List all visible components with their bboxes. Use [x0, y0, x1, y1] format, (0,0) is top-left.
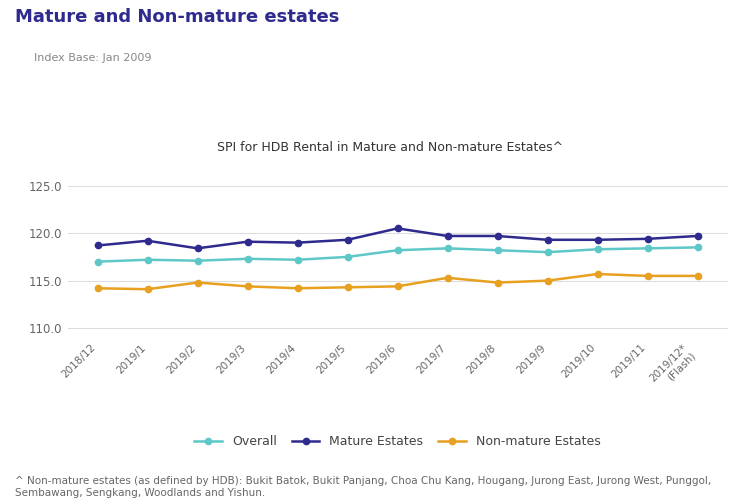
Overall — [293, 257, 302, 263]
Non-mature Estates — [543, 278, 552, 284]
Overall — [93, 259, 102, 265]
Line: Mature Estates: Mature Estates — [94, 225, 700, 251]
Line: Non-mature Estates: Non-mature Estates — [94, 271, 700, 292]
Text: SPI for HDB Rental in Mature and Non-mature Estates^: SPI for HDB Rental in Mature and Non-mat… — [217, 141, 563, 154]
Mature Estates — [93, 242, 102, 248]
Non-mature Estates — [243, 283, 252, 289]
Legend: Overall, Mature Estates, Non-mature Estates: Overall, Mature Estates, Non-mature Esta… — [190, 430, 605, 454]
Mature Estates — [343, 237, 352, 243]
Mature Estates — [293, 239, 302, 245]
Overall — [643, 245, 652, 251]
Mature Estates — [243, 239, 252, 245]
Non-mature Estates — [443, 275, 452, 281]
Non-mature Estates — [93, 285, 102, 291]
Overall — [693, 244, 702, 250]
Line: Overall: Overall — [94, 244, 700, 265]
Overall — [443, 245, 452, 251]
Non-mature Estates — [393, 283, 402, 289]
Non-mature Estates — [493, 280, 502, 286]
Non-mature Estates — [143, 286, 152, 292]
Mature Estates — [593, 237, 602, 243]
Overall — [343, 254, 352, 260]
Overall — [543, 249, 552, 255]
Mature Estates — [443, 233, 452, 239]
Non-mature Estates — [643, 273, 652, 279]
Overall — [193, 258, 202, 264]
Mature Estates — [493, 233, 502, 239]
Overall — [593, 246, 602, 253]
Overall — [493, 247, 502, 254]
Overall — [393, 247, 402, 254]
Mature Estates — [693, 233, 702, 239]
Non-mature Estates — [693, 273, 702, 279]
Text: Mature and Non-mature estates: Mature and Non-mature estates — [15, 8, 339, 26]
Text: Index Base: Jan 2009: Index Base: Jan 2009 — [34, 53, 152, 63]
Non-mature Estates — [293, 285, 302, 291]
Mature Estates — [543, 237, 552, 243]
Non-mature Estates — [193, 280, 202, 286]
Mature Estates — [643, 236, 652, 242]
Non-mature Estates — [343, 284, 352, 290]
Mature Estates — [193, 245, 202, 251]
Mature Estates — [143, 238, 152, 244]
Non-mature Estates — [593, 271, 602, 277]
Overall — [243, 256, 252, 262]
Text: ^ Non-mature estates (as defined by HDB): Bukit Batok, Bukit Panjang, Choa Chu K: ^ Non-mature estates (as defined by HDB)… — [15, 476, 711, 498]
Overall — [143, 257, 152, 263]
Mature Estates — [393, 225, 402, 231]
